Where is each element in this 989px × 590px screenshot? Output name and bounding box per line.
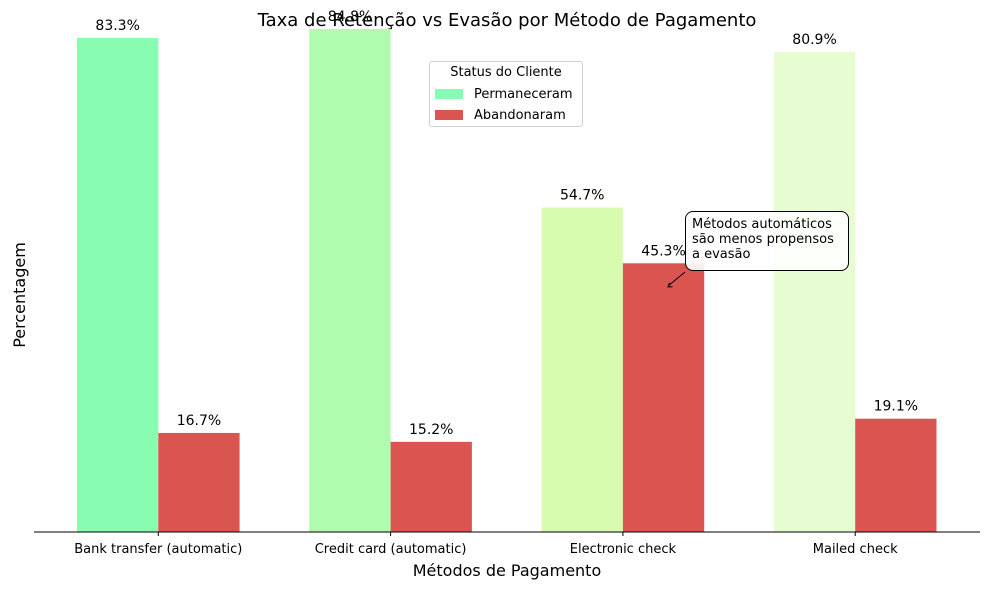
- bar-permaneceram-electronic-check: [541, 207, 623, 532]
- legend-title: Status do Cliente: [450, 65, 562, 80]
- annotation-line-1: Métodos automáticos: [692, 217, 832, 232]
- legend-label-permaneceram: Permaneceram: [474, 86, 573, 102]
- value-label-abandonaram-electronic-check: 45.3%: [641, 243, 685, 259]
- x-tick-label-electronic-check: Electronic check: [570, 542, 677, 557]
- bar-abandonaram-bank-transfer-automatic: [158, 432, 240, 532]
- y-axis-label: Percentagem: [10, 242, 29, 348]
- bar-permaneceram-credit-card-automatic: [309, 28, 391, 533]
- value-label-permaneceram-credit-card-automatic: 84.8%: [328, 9, 372, 25]
- value-label-permaneceram-bank-transfer-automatic: 83.3%: [95, 18, 139, 34]
- chart-title: Taxa de Retenção vs Evasão por Método de…: [257, 10, 757, 31]
- value-label-abandonaram-mailed-check: 19.1%: [874, 399, 918, 415]
- annotation-arrow: [667, 271, 686, 288]
- value-label-permaneceram-electronic-check: 54.7%: [560, 188, 604, 204]
- value-label-abandonaram-credit-card-automatic: 15.2%: [409, 422, 453, 438]
- chart-legend: Status do Cliente Permaneceram Abandonar…: [429, 61, 583, 127]
- x-tick-label-bank-transfer-automatic: Bank transfer (automatic): [74, 542, 242, 557]
- legend-item-permaneceram: Permaneceram: [435, 85, 572, 103]
- value-label-permaneceram-mailed-check: 80.9%: [792, 32, 836, 48]
- legend-label-abandonaram: Abandonaram: [474, 107, 566, 123]
- bar-permaneceram-bank-transfer-automatic: [77, 37, 159, 532]
- legend-swatch-abandonaram: [435, 110, 463, 120]
- annotation-line-2: são menos propensos: [692, 232, 834, 247]
- annotation-box: Métodos automáticos são menos propensos …: [685, 211, 849, 271]
- legend-swatch-permaneceram: [435, 89, 463, 99]
- bar-permaneceram-mailed-check: [773, 52, 856, 533]
- bar-abandonaram-credit-card-automatic: [390, 441, 472, 532]
- value-label-abandonaram-bank-transfer-automatic: 16.7%: [177, 413, 221, 429]
- x-tick-label-mailed-check: Mailed check: [813, 542, 898, 557]
- x-tick-label-credit-card-automatic: Credit card (automatic): [315, 542, 467, 557]
- annotation-line-3: a evasão: [692, 247, 751, 262]
- x-axis-label: Métodos de Pagamento: [413, 561, 602, 580]
- legend-item-abandonaram: Abandonaram: [435, 106, 566, 124]
- bar-abandonaram-electronic-check: [622, 263, 705, 532]
- bar-abandonaram-mailed-check: [855, 418, 937, 532]
